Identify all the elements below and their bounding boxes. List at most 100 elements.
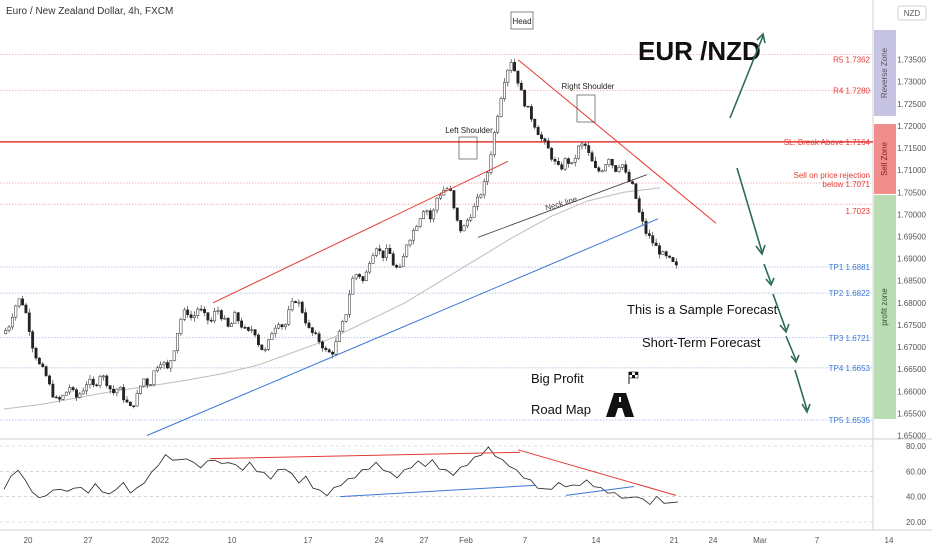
price-tick-label: 1.66500 <box>897 365 926 374</box>
candle-body <box>587 145 591 153</box>
candle-body <box>260 344 264 351</box>
sample-forecast-label: This is a Sample Forecast <box>627 302 778 317</box>
candle-body <box>91 378 95 386</box>
candle-body <box>378 248 382 252</box>
candle-body <box>24 304 28 314</box>
forecast-arrows <box>729 32 811 414</box>
candle-body <box>368 263 372 273</box>
road-map-label: Road Map <box>531 402 591 417</box>
candle-body <box>374 248 378 256</box>
time-tick-label: 20 <box>24 536 33 545</box>
candle-body <box>422 211 425 219</box>
currency-badge[interactable] <box>897 5 927 21</box>
candle-body <box>290 301 294 311</box>
candle-body <box>617 167 621 172</box>
candle-body <box>54 396 58 399</box>
candle-body <box>351 277 355 295</box>
candle-body <box>435 197 439 211</box>
time-tick-label: 24 <box>709 536 718 545</box>
candle-body <box>115 388 119 394</box>
candle-body <box>627 171 631 182</box>
candle-body <box>519 82 523 91</box>
candle-body <box>17 298 21 307</box>
trendline-rising-channel-top <box>212 160 509 304</box>
candle-body <box>216 310 220 312</box>
candle-body <box>31 331 35 349</box>
oscillator-tick-label: 40.00 <box>906 493 927 502</box>
price-panel-background <box>0 0 873 437</box>
candle-body <box>371 255 375 264</box>
price-tick-label: 1.65000 <box>897 432 926 441</box>
candle-body <box>647 233 651 236</box>
candle-body <box>48 375 51 385</box>
candle-body <box>304 312 308 324</box>
pair-label: EUR /NZD <box>638 36 761 66</box>
candle-body <box>283 324 287 328</box>
candle-body <box>573 157 577 163</box>
candle-body <box>503 82 506 100</box>
candle-body <box>149 384 153 386</box>
candle-body <box>489 154 493 173</box>
candle-body <box>479 194 483 198</box>
candle-body <box>550 147 554 160</box>
candle-body <box>75 389 78 398</box>
candle-body <box>523 89 527 107</box>
price-axis[interactable]: 1.73500 1.73000 1.72500 1.72000 1.71500 1.710… <box>897 56 926 441</box>
candle-body <box>294 301 297 303</box>
price-tick-label: 1.66000 <box>897 387 926 396</box>
candle-body <box>317 333 321 343</box>
price-tick-label: 1.72500 <box>897 100 926 109</box>
candle-body <box>543 138 547 142</box>
candle-body <box>388 248 392 254</box>
candle-body <box>620 164 624 168</box>
candle-body <box>310 327 314 333</box>
candle-body <box>358 274 361 277</box>
time-tick-label: 7 <box>523 536 528 545</box>
candle-body <box>476 196 479 207</box>
candle-body <box>509 62 513 71</box>
candle-body <box>540 134 543 140</box>
candle-body <box>529 106 533 120</box>
time-tick-label: 2022 <box>151 536 169 545</box>
price-tick-label: 1.69000 <box>897 255 926 264</box>
candle-body <box>583 143 587 146</box>
candle-body <box>223 317 227 320</box>
candle-body <box>233 312 237 324</box>
time-axis[interactable]: 20 27 2022 10 17 24 27 Feb 7 14 21 24 Mar 7 14 <box>24 536 894 545</box>
candle-body <box>128 401 132 406</box>
candle-body <box>661 251 665 255</box>
candle-body <box>391 253 395 266</box>
price-tick-label: 1.73000 <box>897 78 926 87</box>
candle-body <box>634 183 638 199</box>
candle-body <box>112 388 115 394</box>
candle-body <box>81 390 85 395</box>
candle-body <box>142 378 146 387</box>
candle-body <box>253 329 257 336</box>
candle-body <box>307 322 311 328</box>
oscillator-line <box>3 446 679 506</box>
arrow-up-head <box>756 32 766 44</box>
candle-body <box>418 218 422 227</box>
candle-body <box>385 248 388 259</box>
candle-body <box>95 384 99 387</box>
candle-body <box>273 327 277 334</box>
profit-zone-label: profit zone <box>880 288 889 326</box>
head-box <box>510 11 534 30</box>
candle-body <box>105 375 109 386</box>
price-tick-label: 1.68000 <box>897 299 926 308</box>
candle-body <box>594 160 597 168</box>
price-tick-label: 1.72000 <box>897 122 926 131</box>
candle-body <box>209 319 213 322</box>
candle-body <box>257 334 260 346</box>
candle-body <box>482 181 486 196</box>
candle-body <box>631 181 634 184</box>
candle-body <box>162 362 166 366</box>
candle-body <box>486 172 490 182</box>
candle-body <box>166 362 169 369</box>
candle-body <box>415 226 419 231</box>
candle-body <box>41 363 45 367</box>
candle-body <box>597 167 601 172</box>
candle-body <box>280 324 284 328</box>
candle-body <box>125 399 129 403</box>
level-label: TP2 1.6822 <box>829 289 871 298</box>
